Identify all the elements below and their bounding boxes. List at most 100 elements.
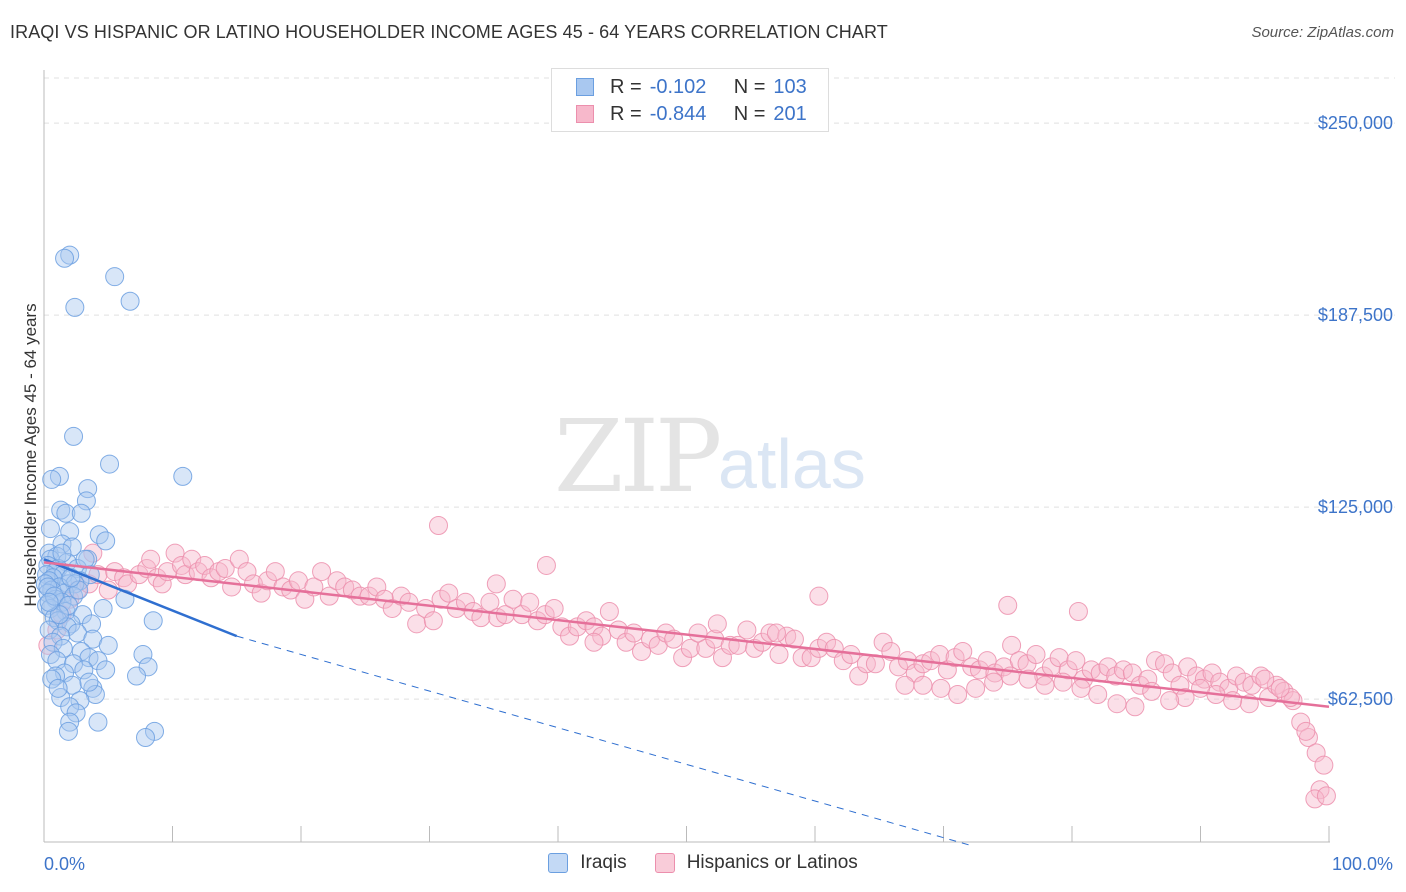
hispanics-point: [784, 629, 804, 649]
hispanics-point: [439, 583, 459, 603]
hispanics-point: [1026, 645, 1046, 665]
iraqis-point: [58, 721, 78, 741]
iraqis-point: [49, 605, 69, 625]
iraqis-point: [138, 657, 158, 677]
hispanics-point: [544, 598, 564, 618]
x-tick-label: 100.0%: [1332, 854, 1393, 874]
series-legend: Iraqis Hispanics or Latinos: [0, 852, 1406, 874]
hispanics-point: [1251, 666, 1271, 686]
y-tick-label: $125,000: [1318, 497, 1393, 517]
hispanics-point: [849, 666, 869, 686]
hispanics-point: [1088, 684, 1108, 704]
hispanics-points: [38, 516, 1336, 809]
axes: [43, 70, 1330, 843]
hispanics-point: [913, 654, 933, 674]
hispanics-point: [428, 516, 448, 536]
iraqis-point: [78, 479, 98, 499]
hispanics-point: [1306, 743, 1326, 763]
hispanics-point: [1314, 755, 1334, 775]
hispanics-point: [1175, 688, 1195, 708]
hispanics-point: [1316, 786, 1336, 806]
x-tick-label: 0.0%: [44, 854, 85, 874]
legend-r-label: R =: [610, 102, 642, 125]
hispanics-point: [265, 562, 285, 582]
hispanics-point: [1266, 675, 1286, 695]
hispanics-point: [931, 678, 951, 698]
hispanics-point: [1191, 678, 1210, 698]
iraqis-point: [55, 248, 75, 268]
series-legend-hispanics: Hispanics or Latinos: [654, 852, 858, 874]
iraqis-point: [42, 669, 62, 689]
hispanics-point: [576, 611, 596, 631]
iraqis-points: [35, 245, 193, 747]
hispanics-point: [766, 623, 786, 643]
series-swatch-hispanics: [654, 853, 675, 873]
legend-r-value: -0.844: [649, 102, 707, 125]
iraqis-point: [79, 672, 99, 692]
iraqis-point: [48, 678, 68, 698]
grid-lines: [44, 77, 1395, 700]
hispanics-point: [237, 562, 257, 582]
iraqis-point: [143, 611, 163, 631]
hispanics-point: [592, 626, 612, 646]
iraqis-point: [51, 500, 71, 520]
iraqis-point: [98, 635, 118, 655]
hispanics-point: [83, 543, 103, 563]
iraqis-point: [39, 571, 59, 591]
hispanics-point: [895, 675, 915, 695]
iraqis-point: [71, 503, 91, 523]
legend-n-value: 103: [773, 75, 807, 98]
hispanics-point: [913, 675, 933, 695]
iraqis-point: [43, 632, 63, 652]
hispanics-point: [171, 555, 191, 575]
iraqis-point: [51, 626, 71, 646]
iraqis-point: [173, 466, 193, 486]
hispanics-point: [536, 555, 556, 575]
hispanics-point: [1035, 675, 1055, 695]
legend-r-value: -0.102: [649, 75, 707, 98]
iraqis-point: [64, 426, 84, 446]
hispanics-point: [680, 638, 700, 658]
iraqis-point: [93, 598, 113, 618]
iraqis-point: [42, 469, 62, 489]
legend-swatch-iraqis: [576, 78, 594, 96]
iraqis-point: [62, 537, 82, 557]
iraqis-point: [76, 491, 96, 511]
iraqis-point: [105, 267, 125, 287]
iraqis-point: [74, 660, 94, 680]
iraqis-point: [61, 614, 81, 634]
hispanics-point: [195, 555, 215, 575]
iraqis-trend-extension: [236, 635, 970, 846]
hispanics-point: [966, 678, 986, 698]
hispanics-point: [953, 641, 973, 661]
hispanics-point: [520, 592, 540, 612]
iraqis-point: [57, 617, 77, 637]
iraqis-point: [96, 531, 116, 551]
hispanics-point: [327, 571, 347, 591]
iraqis-point: [44, 608, 64, 628]
hispanics-point: [1305, 789, 1325, 809]
legend-n-label: N =: [733, 102, 766, 125]
iraqis-point: [96, 660, 116, 680]
iraqis-point: [100, 454, 120, 474]
hispanics-point: [147, 568, 167, 588]
hispanics-point: [1071, 678, 1091, 698]
y-tick-label: $187,500: [1318, 305, 1393, 325]
iraqis-point: [60, 245, 80, 265]
iraqis-point: [136, 727, 156, 747]
hispanics-point: [391, 586, 411, 606]
watermark-zip: ZIP: [554, 398, 722, 515]
hispanics-point: [760, 623, 780, 643]
iraqis-point: [40, 519, 60, 539]
y-tick-label: $250,000: [1318, 113, 1393, 133]
hispanics-point: [977, 651, 997, 671]
iraqis-point: [88, 712, 108, 732]
iraqis-point: [75, 549, 95, 569]
iraqis-point: [127, 666, 147, 686]
iraqis-point: [82, 614, 102, 634]
hispanics-point: [1107, 694, 1127, 714]
hispanics-point: [1270, 678, 1290, 698]
hispanics-point: [367, 577, 387, 597]
iraqis-point: [56, 503, 76, 523]
legend-row-iraqis: R = -0.102 N = 103: [576, 74, 807, 100]
